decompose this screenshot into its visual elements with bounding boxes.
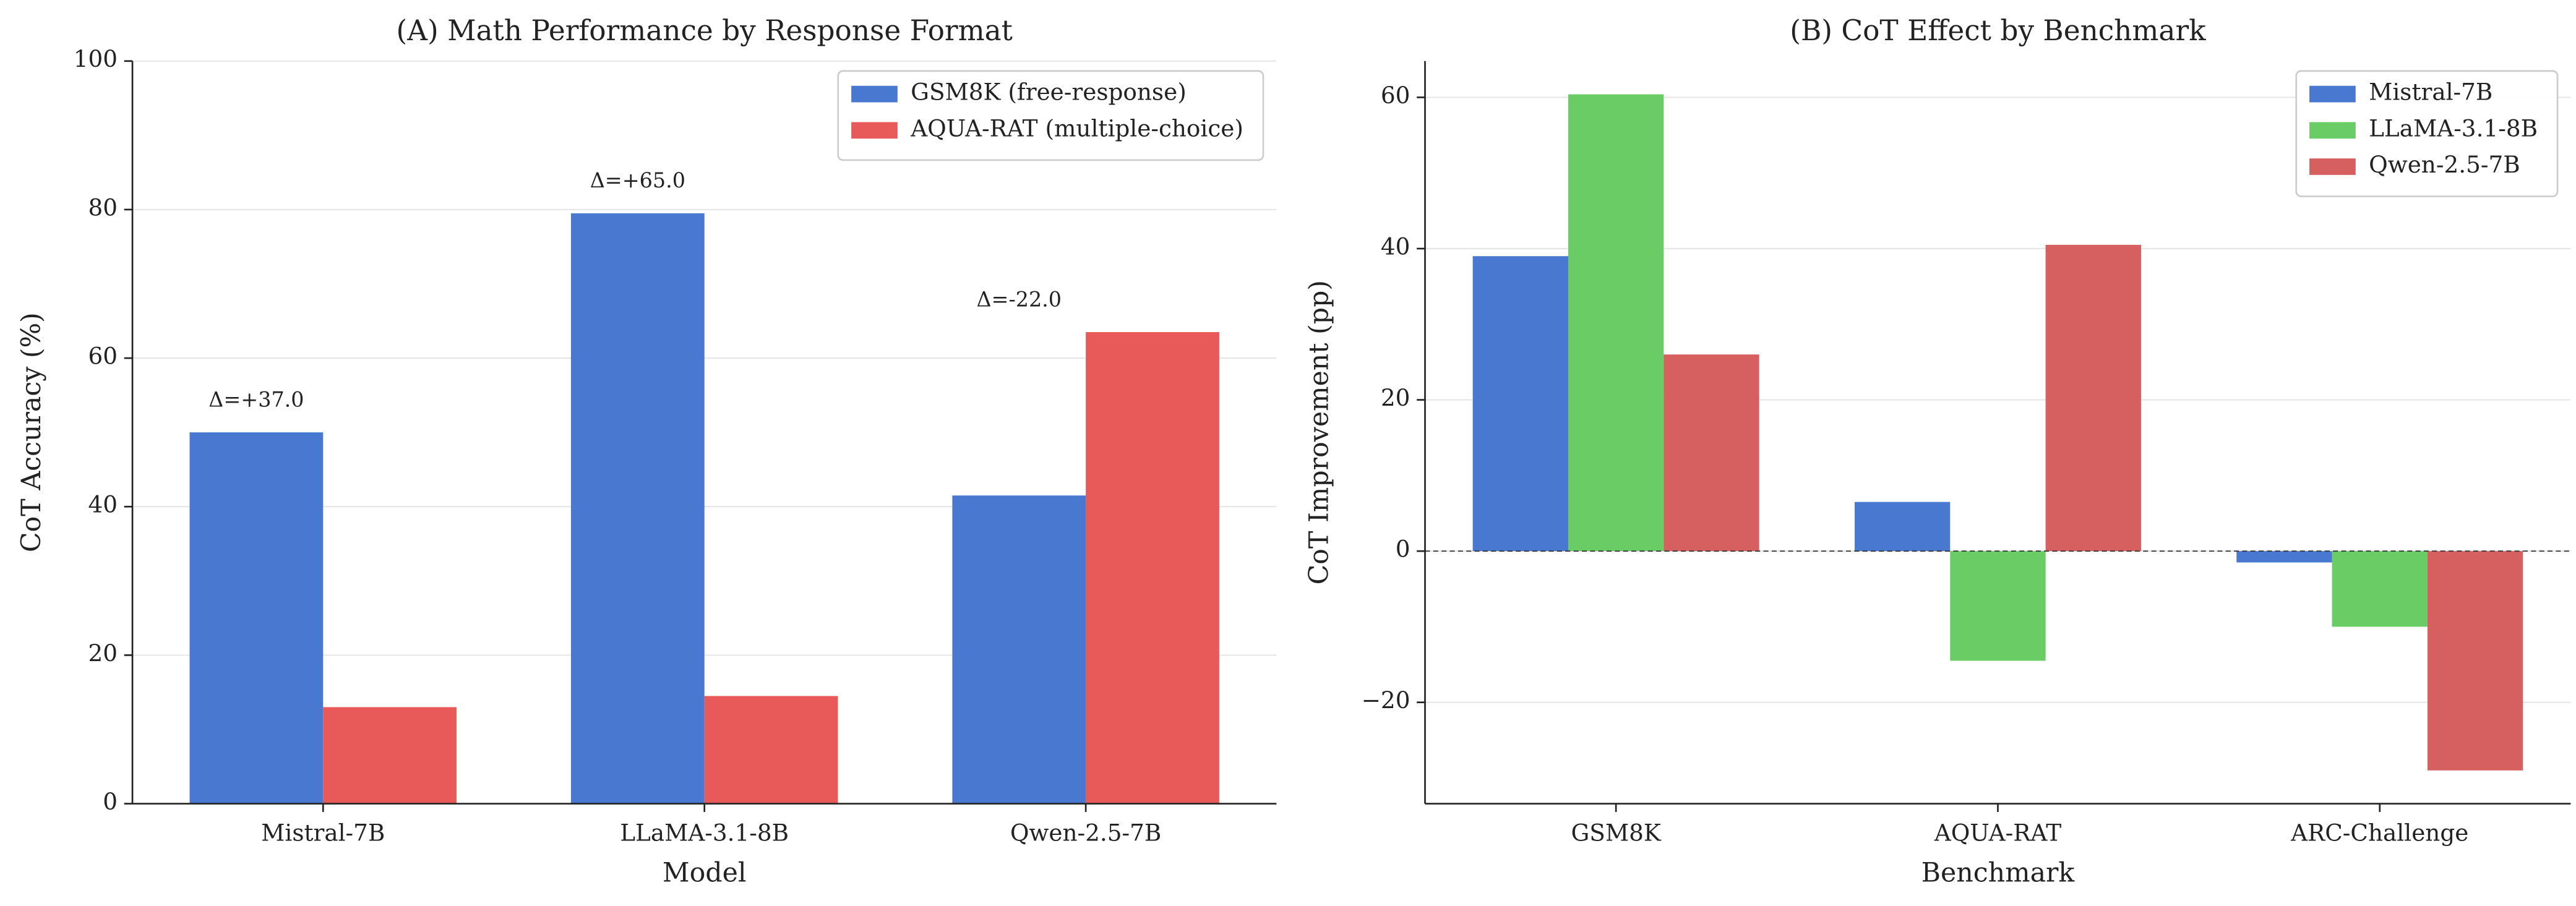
bar [323, 707, 457, 804]
legend-swatch [851, 122, 898, 139]
x-tick-label: ARC-Challenge [2290, 819, 2468, 847]
bar [1568, 94, 1664, 552]
legend-swatch [2309, 122, 2356, 139]
bar [2236, 551, 2332, 563]
legend-label: GSM8K (free-response) [911, 79, 1187, 106]
y-tick-label: 0 [1396, 536, 1410, 563]
y-tick-label: −20 [1362, 686, 1410, 714]
y-tick-label: 80 [88, 194, 118, 221]
y-tick-label: 100 [74, 45, 118, 72]
bar [2045, 244, 2141, 552]
legend [837, 70, 1264, 161]
y-axis-label: CoT Accuracy (%) [16, 312, 47, 552]
chart-title: (A) Math Performance by Response Format [397, 14, 1013, 47]
x-tick-label: AQUA-RAT [1934, 819, 2062, 847]
x-tick-label: Qwen-2.5-7B [1010, 819, 1162, 847]
bar [1086, 332, 1219, 804]
bar [1950, 551, 2046, 661]
legend-swatch [2309, 85, 2356, 103]
bar [704, 696, 838, 804]
x-tick-label: LLaMA-3.1-8B [620, 819, 789, 847]
y-tick-label: 60 [1381, 82, 1410, 109]
x-axis-label: Model [663, 857, 747, 888]
y-tick-label: 40 [1381, 233, 1410, 260]
bar [1664, 354, 1759, 552]
y-tick-label: 0 [103, 788, 118, 815]
legend-label: Mistral-7B [2369, 79, 2492, 106]
bar [570, 213, 705, 804]
legend-label: LLaMA-3.1-8B [2369, 114, 2538, 142]
bar [1854, 502, 1951, 552]
legend [2295, 70, 2559, 197]
y-tick-label: 60 [88, 343, 118, 370]
y-axis-label: CoT Improvement (pp) [1303, 280, 1334, 584]
y-tick-label: 20 [1381, 384, 1410, 411]
x-tick-label: Mistral-7B [261, 819, 385, 847]
legend-swatch [2309, 158, 2356, 175]
legend-label: Qwen-2.5-7B [2369, 151, 2520, 178]
annotation: Δ=+37.0 [208, 387, 304, 411]
bar [952, 495, 1086, 804]
bar [2332, 551, 2428, 627]
legend-label: AQUA-RAT (multiple-choice) [910, 114, 1243, 142]
y-tick-label: 20 [88, 639, 118, 667]
x-tick-label: GSM8K [1571, 819, 1661, 847]
bar [1472, 256, 1568, 552]
bar [2427, 551, 2523, 771]
chart-title: (B) CoT Effect by Benchmark [1790, 14, 2206, 47]
x-axis-label: Benchmark [1921, 857, 2076, 888]
bar [189, 432, 324, 804]
annotation: Δ=-22.0 [976, 287, 1062, 311]
y-tick-label: 40 [88, 491, 118, 518]
annotation: Δ=+65.0 [590, 168, 685, 192]
legend-swatch [851, 85, 898, 103]
